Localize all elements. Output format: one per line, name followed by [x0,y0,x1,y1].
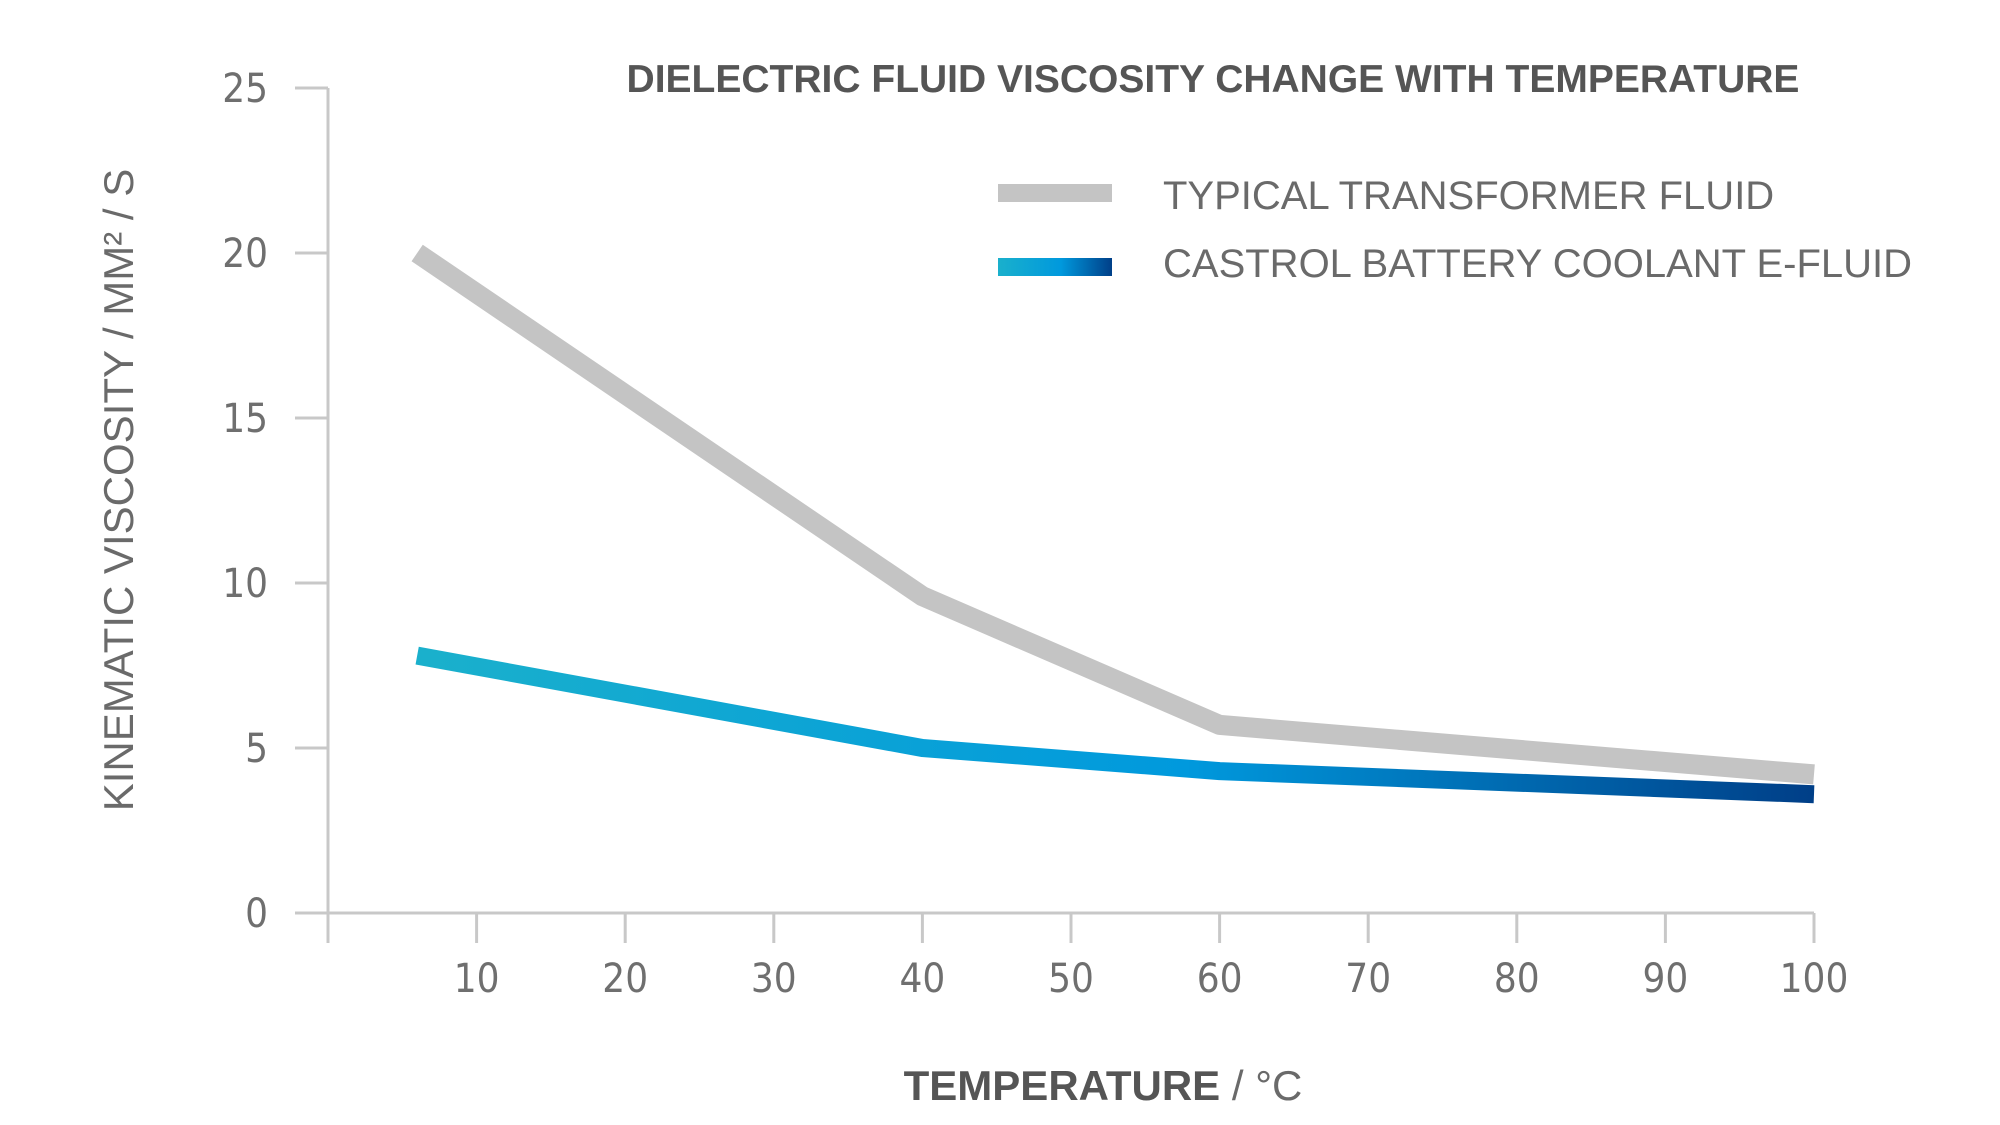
x-tick-label: 90 [1643,956,1689,1002]
legend-label-typical-transformer-fluid: TYPICAL TRANSFORMER FLUID [1163,174,1774,218]
x-tick-label: 30 [751,956,797,1002]
x-tick-label: 100 [1780,956,1849,1002]
x-tick-label: 10 [454,956,500,1002]
x-tick-label: 20 [602,956,648,1002]
x-tick-label: 70 [1345,956,1391,1002]
legend: TYPICAL TRANSFORMER FLUID CASTROL BATTER… [998,174,1912,286]
y-ticks: 0 5 10 15 20 25 [222,66,328,937]
series-line-castrol-battery-coolant [415,646,1815,804]
chart-title: DIELECTRIC FLUID VISCOSITY CHANGE WITH T… [627,58,1800,101]
x-axis-title-bold: TEMPERATURE [904,1062,1221,1109]
legend-label-castrol-battery-coolant: CASTROL BATTERY COOLANT E-FLUID [1163,242,1912,286]
x-ticks: 10 20 30 40 50 60 70 80 90 100 [326,913,1849,1002]
x-tick-label: 60 [1197,956,1243,1002]
series-line-typical-transformer-fluid [411,244,1815,785]
y-tick-label: 5 [245,726,268,772]
series-lines [411,244,1815,804]
y-tick-label: 0 [245,891,268,937]
axes [295,88,1814,915]
x-tick-label: 40 [900,956,946,1002]
y-tick-label: 15 [222,396,268,442]
x-tick-label: 80 [1494,956,1540,1002]
x-tick-label: 50 [1048,956,1094,1002]
x-axis-title-unit: / °C [1220,1062,1302,1109]
y-tick-label: 20 [222,231,268,277]
y-axis-title: KINEMATIC VISCOSITY / MM² / S [95,169,142,812]
x-axis-title: TEMPERATURE / °C [904,1062,1303,1109]
y-tick-label: 25 [222,66,268,112]
y-tick-label: 10 [222,561,268,607]
